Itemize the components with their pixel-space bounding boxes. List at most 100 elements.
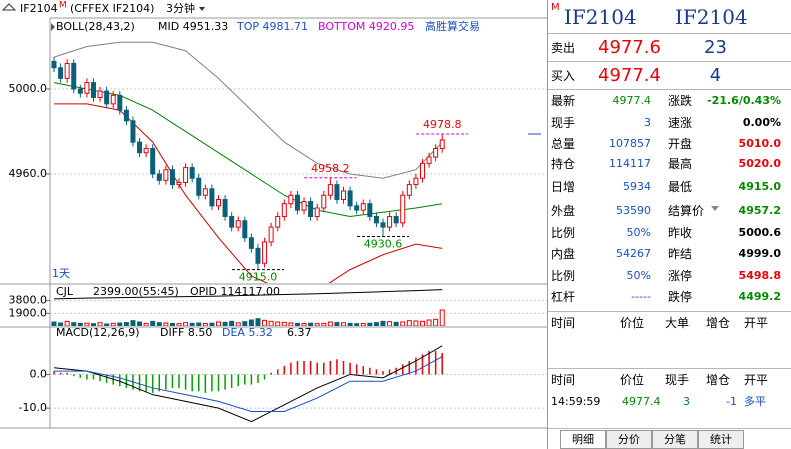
field-label: 结算价 — [668, 204, 705, 218]
column-header: 开平 — [744, 373, 769, 387]
field-value: ----- — [631, 290, 651, 303]
field-label: 涨停 — [668, 269, 693, 283]
annotation-label: 4930.6 — [364, 237, 403, 250]
tab[interactable]: 明细 — [560, 430, 606, 449]
legend-entry: 高胜算交易 — [425, 19, 480, 33]
candle-body — [183, 167, 189, 183]
candle-body — [262, 241, 268, 264]
field-value: 4999.0 — [738, 247, 781, 260]
volume-bar — [308, 322, 314, 326]
indicator-label: MACD(12,26,9) — [56, 326, 140, 339]
volume-bar — [196, 322, 202, 326]
boll-line — [53, 41, 443, 179]
field-value: 4957.2 — [738, 204, 781, 217]
quote-panel: M IF2104 IF2104 卖出 4977.6 23 买入 4977.4 4 最新 497… — [547, 0, 791, 449]
candle-body — [130, 120, 136, 143]
tab[interactable]: 分价 — [606, 430, 652, 449]
field-label: 昨收 — [668, 226, 693, 240]
field-label: 速涨 — [668, 116, 693, 130]
field-label: 开盘 — [668, 137, 693, 151]
period-label: 1天 — [52, 267, 70, 280]
volume-bar — [64, 320, 70, 326]
volume-bar — [327, 321, 333, 326]
candle-body — [84, 82, 90, 94]
candle-body — [413, 177, 419, 186]
period[interactable]: 3分钟 — [166, 1, 195, 15]
separator — [548, 368, 791, 369]
y-tick-label: 3800.0 — [9, 294, 48, 307]
volume-bar — [321, 322, 327, 326]
chart-area: IF2104 M (CFFEX IF2104) 3分钟 5000.0 4960.0… — [0, 0, 547, 449]
volume-bar — [413, 320, 419, 326]
exchange: (CFFEX IF2104) — [70, 2, 154, 15]
field-label: 涨跌 — [668, 94, 693, 108]
volume-bar — [209, 322, 215, 326]
candle-body — [387, 215, 393, 228]
book-label: 买入 — [551, 69, 576, 83]
candle-body — [400, 194, 406, 224]
volume-bar — [58, 322, 64, 326]
separator — [548, 33, 791, 34]
candle-body — [275, 215, 281, 228]
y-tick-label: 1900.0 — [9, 306, 48, 319]
candle-body — [176, 181, 182, 186]
candle-body — [268, 226, 274, 243]
volume-bar — [341, 322, 347, 326]
field-label: 比例 — [551, 226, 576, 240]
volume-bar — [169, 322, 175, 326]
volume-bar — [400, 321, 406, 326]
candle-body — [196, 177, 202, 196]
candle-body — [308, 201, 314, 217]
volume-bar — [242, 321, 248, 326]
volume-bar — [176, 323, 182, 326]
trade-cell: 多平 — [744, 395, 766, 408]
field-label: 总量 — [551, 137, 576, 151]
candle-body — [77, 88, 83, 94]
field-value: 53590 — [616, 204, 651, 217]
y-tick-label: 0.0 — [30, 367, 48, 380]
candle-body — [334, 184, 340, 200]
dropdown-icon[interactable] — [711, 206, 719, 211]
field-value: 5934 — [623, 180, 651, 193]
field-value: 54267 — [616, 247, 651, 260]
background — [0, 0, 547, 449]
candle-body — [242, 220, 248, 239]
tab[interactable]: 分笔 — [652, 430, 698, 449]
trade-cell: 3 — [683, 395, 690, 408]
legend-entry: OPID 114117.00 — [190, 285, 280, 298]
field-label: 持仓 — [551, 157, 576, 171]
legend-entry: MID 4951.33 — [158, 20, 228, 33]
field-label: 现手 — [551, 116, 576, 130]
candle-body — [439, 139, 445, 149]
column-header: 时间 — [551, 373, 576, 387]
field-value: 0.00% — [742, 116, 781, 129]
candle-body — [301, 201, 307, 211]
legend-entry: 6.37 — [287, 326, 312, 339]
candle-body — [255, 247, 261, 264]
candle-body — [321, 194, 327, 209]
toolbar-icon[interactable] — [1, 3, 17, 11]
book-label: 卖出 — [551, 41, 576, 55]
field-label: 最高 — [668, 157, 693, 171]
field-value: 50% — [626, 226, 651, 239]
volume-bar — [150, 320, 156, 326]
field-label: 跌停 — [668, 290, 693, 304]
y-tick-label: 4960.0 — [9, 167, 48, 180]
volume-bar — [294, 322, 300, 326]
period-dropdown[interactable] — [199, 7, 205, 11]
volume-bar — [51, 321, 57, 326]
field-value: 5498.8 — [738, 269, 781, 282]
book-price: 4977.6 — [598, 37, 661, 58]
legend-entry: DEA 5.32 — [222, 326, 273, 339]
candle-body — [314, 207, 320, 217]
candle-body — [281, 203, 287, 217]
candle-body — [143, 147, 149, 154]
tab[interactable]: 统计 — [698, 430, 744, 449]
field-label: 比例 — [551, 269, 576, 283]
separator — [548, 311, 791, 312]
volume-bar — [104, 323, 110, 326]
column-header: 开平 — [744, 316, 769, 330]
field-value: 4915.0 — [738, 180, 781, 193]
volume-bar — [84, 322, 90, 326]
